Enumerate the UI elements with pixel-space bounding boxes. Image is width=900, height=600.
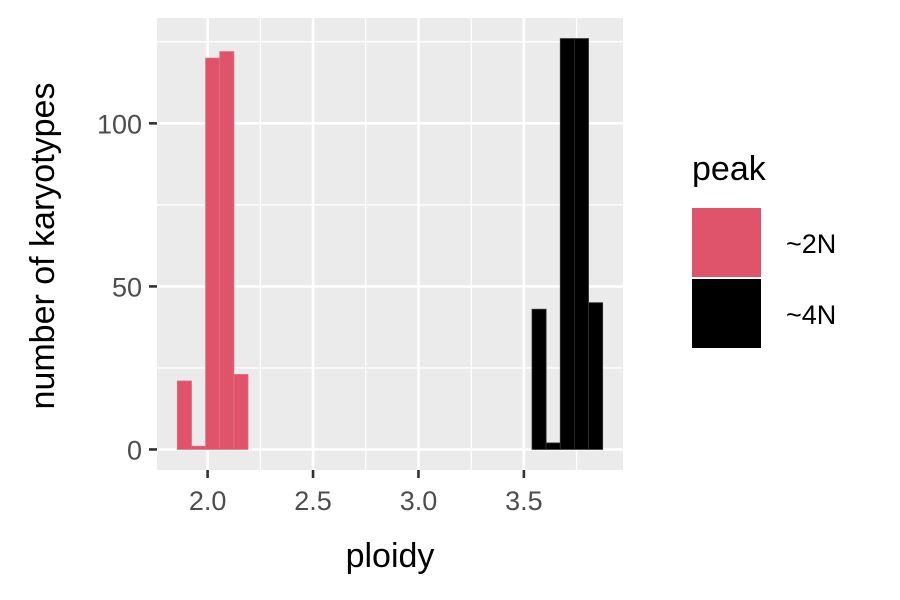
legend: peak ~2N ~4N xyxy=(692,150,836,348)
histogram-bar xyxy=(559,38,575,450)
histogram-bars xyxy=(176,38,604,450)
legend-key xyxy=(692,279,761,348)
histogram-bar xyxy=(219,51,235,450)
legend-label: ~2N xyxy=(786,229,836,259)
histogram-bar xyxy=(191,445,207,450)
histogram-bar xyxy=(531,308,547,450)
y-tick-label: 50 xyxy=(112,272,142,302)
x-tick-label: 3.5 xyxy=(505,486,543,516)
x-tick-label: 3.0 xyxy=(400,486,438,516)
x-tick-label: 2.5 xyxy=(294,486,332,516)
y-axis-title: number of karyotypes xyxy=(24,83,62,410)
histogram-bar xyxy=(233,374,249,450)
legend-key xyxy=(692,208,761,277)
axes: 2.0 2.5 3.0 3.5 0 50 100 xyxy=(97,109,543,516)
histogram-bar xyxy=(176,380,192,450)
y-tick-label: 100 xyxy=(97,109,142,139)
histogram-bar xyxy=(588,302,604,450)
histogram-bar xyxy=(545,442,561,450)
legend-title: peak xyxy=(692,150,767,188)
histogram-bar xyxy=(573,38,589,450)
x-axis-title: ploidy xyxy=(346,537,435,575)
y-tick-label: 0 xyxy=(127,435,142,465)
legend-label: ~4N xyxy=(786,300,836,330)
x-tick-label: 2.0 xyxy=(189,486,227,516)
legend-items: ~2N ~4N xyxy=(692,208,836,348)
histogram-bar xyxy=(205,57,221,450)
